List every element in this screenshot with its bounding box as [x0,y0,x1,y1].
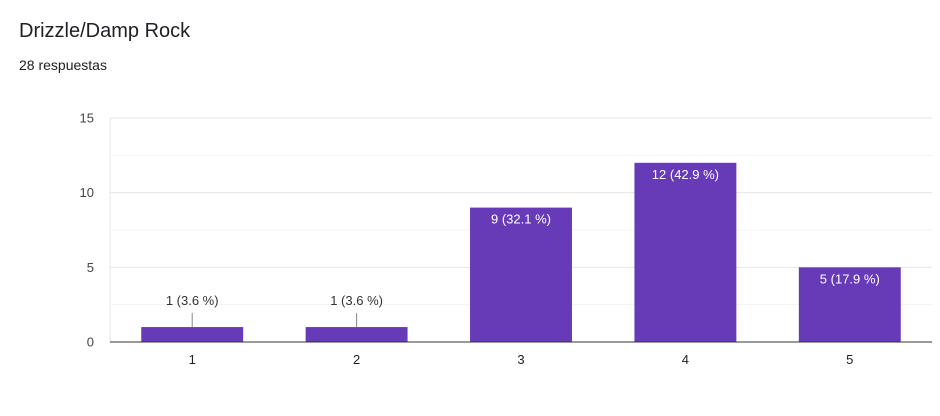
bars: 1 (3.6 %) 1 (3.6 %) 9 (32.1 %) 12 (42.9 %) 5… [141,162,901,342]
bar [470,207,572,342]
bar-data-label: 1 (3.6 %) [166,293,219,308]
y-axis-ticks: 0 5 10 15 [80,111,94,350]
bar [305,327,408,342]
bar [798,267,901,342]
chart-title: Drizzle/Damp Rock [19,20,191,42]
y-tick-label: 15 [80,111,94,126]
bar [634,162,737,342]
x-axis-ticks: 1 2 3 4 5 [189,352,854,367]
x-tick-label: 1 [189,352,196,367]
bar-data-label: 12 (42.9 %) [652,167,719,182]
bar-data-label: 5 (17.9 %) [820,271,880,286]
y-tick-label: 5 [87,260,94,275]
x-tick-label: 4 [682,352,689,367]
y-tick-label: 10 [80,185,94,200]
bar [141,327,244,342]
bar-data-label: 9 (32.1 %) [491,212,551,227]
x-tick-label: 2 [353,352,360,367]
y-tick-label: 0 [87,335,94,350]
bar-data-label: 1 (3.6 %) [330,293,383,308]
grid-lines [109,117,932,342]
x-tick-label: 3 [517,352,524,367]
response-count: 28 respuestas [19,57,107,73]
x-tick-label: 5 [846,352,853,367]
